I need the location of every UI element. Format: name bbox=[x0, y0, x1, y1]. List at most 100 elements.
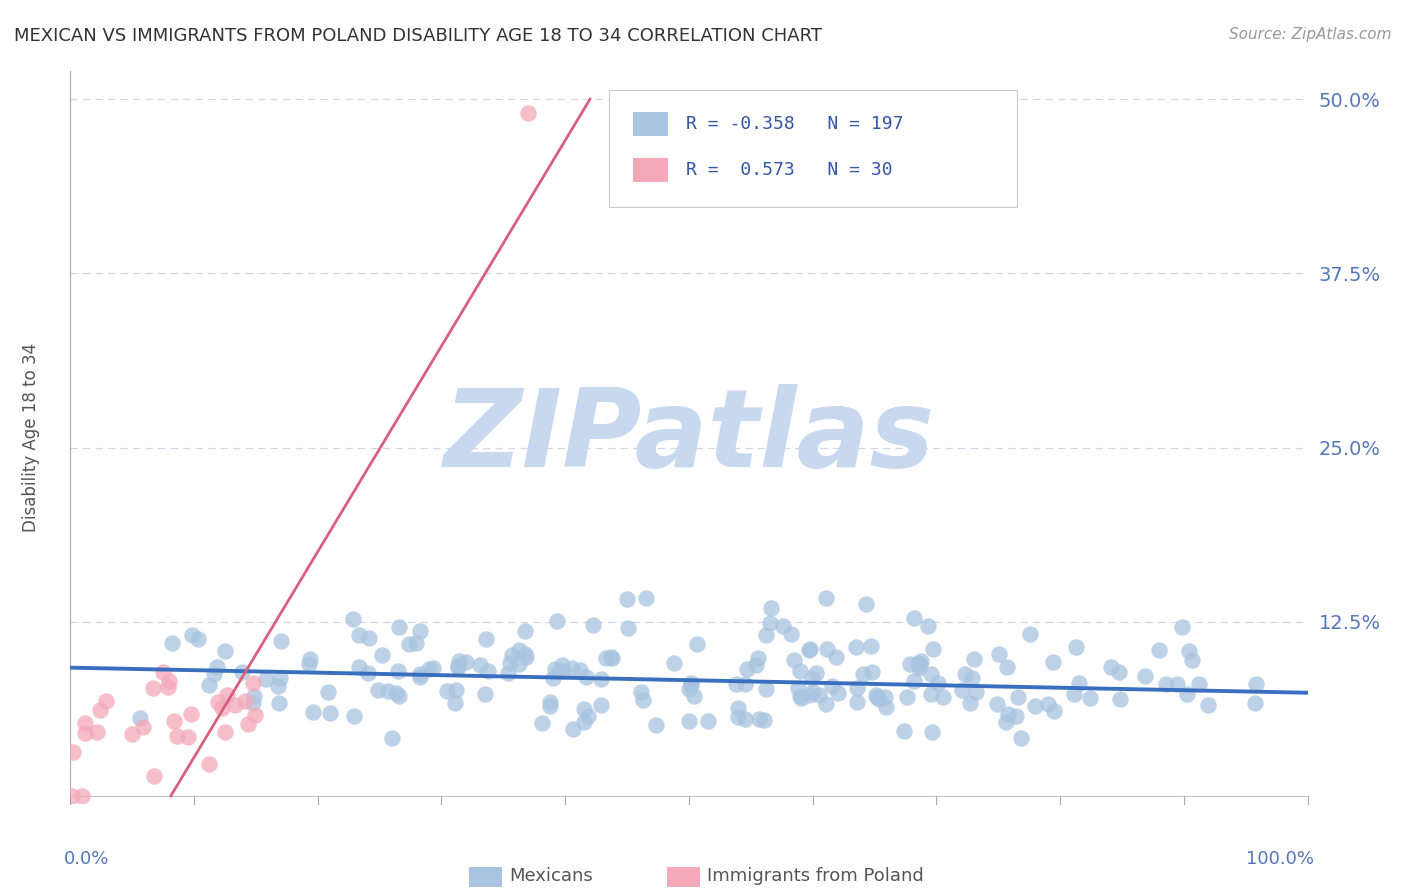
Point bbox=[456, 656, 478, 670]
Point bbox=[1147, 643, 1170, 657]
Point bbox=[845, 681, 868, 695]
Point bbox=[513, 647, 536, 661]
Point bbox=[538, 695, 561, 709]
Point bbox=[575, 670, 598, 684]
Point bbox=[474, 632, 496, 646]
Point bbox=[142, 769, 165, 783]
Point bbox=[446, 659, 468, 673]
Point bbox=[630, 684, 652, 698]
Point bbox=[214, 725, 236, 739]
Point bbox=[917, 619, 939, 633]
Point bbox=[89, 703, 111, 717]
Text: ZIPatlas: ZIPatlas bbox=[443, 384, 935, 490]
Point bbox=[198, 678, 221, 692]
Point bbox=[921, 725, 943, 739]
Point bbox=[211, 701, 233, 715]
Point bbox=[815, 641, 838, 656]
Point bbox=[908, 657, 931, 672]
Point bbox=[131, 720, 153, 734]
Point bbox=[197, 756, 219, 771]
Point bbox=[254, 672, 277, 686]
Point bbox=[780, 627, 803, 641]
Point bbox=[548, 665, 571, 679]
Point bbox=[544, 662, 567, 676]
Point bbox=[531, 716, 554, 731]
Point bbox=[1067, 675, 1090, 690]
Point bbox=[645, 718, 668, 732]
Point bbox=[1175, 687, 1198, 701]
Point bbox=[602, 651, 624, 665]
Point bbox=[1064, 640, 1087, 654]
Point bbox=[508, 643, 530, 657]
Point bbox=[681, 678, 703, 692]
Point bbox=[824, 650, 846, 665]
Point bbox=[1188, 677, 1211, 691]
Point bbox=[997, 707, 1019, 722]
Point bbox=[75, 726, 97, 740]
Point bbox=[561, 661, 583, 675]
Point bbox=[1010, 731, 1032, 745]
Point bbox=[409, 666, 432, 681]
Point bbox=[180, 628, 202, 642]
Text: Immigrants from Poland: Immigrants from Poland bbox=[707, 867, 924, 885]
Point bbox=[233, 694, 256, 708]
Point bbox=[1007, 690, 1029, 704]
Point bbox=[959, 696, 981, 710]
Point bbox=[214, 644, 236, 658]
Point bbox=[243, 708, 266, 723]
Point bbox=[422, 661, 444, 675]
Point bbox=[634, 591, 657, 606]
Point bbox=[517, 106, 540, 120]
Text: 0.0%: 0.0% bbox=[65, 850, 110, 868]
Point bbox=[772, 619, 794, 633]
Point bbox=[960, 671, 983, 685]
Point bbox=[62, 745, 84, 759]
Point bbox=[875, 700, 897, 714]
Point bbox=[868, 692, 890, 706]
Point bbox=[418, 662, 440, 676]
Point bbox=[1018, 627, 1040, 641]
Point bbox=[859, 640, 882, 654]
Text: 100.0%: 100.0% bbox=[1246, 850, 1313, 868]
Point bbox=[60, 789, 83, 803]
Point bbox=[160, 636, 183, 650]
Point bbox=[1108, 665, 1130, 680]
Point bbox=[398, 637, 420, 651]
Point bbox=[270, 633, 292, 648]
Point bbox=[242, 676, 264, 690]
Point bbox=[436, 683, 458, 698]
Point bbox=[166, 729, 188, 743]
Point bbox=[298, 657, 321, 671]
Point bbox=[903, 611, 925, 625]
Point bbox=[202, 666, 225, 681]
Point bbox=[86, 725, 108, 739]
Point bbox=[444, 682, 467, 697]
Text: MEXICAN VS IMMIGRANTS FROM POLAND DISABILITY AGE 18 TO 34 CORRELATION CHART: MEXICAN VS IMMIGRANTS FROM POLAND DISABI… bbox=[14, 27, 823, 45]
Point bbox=[75, 716, 97, 731]
Point bbox=[800, 671, 823, 685]
Point bbox=[538, 699, 561, 714]
Point bbox=[893, 723, 915, 738]
Point bbox=[920, 667, 942, 681]
Point bbox=[267, 696, 290, 710]
Point bbox=[865, 689, 887, 703]
Point bbox=[343, 709, 366, 723]
Point bbox=[683, 690, 706, 704]
Point bbox=[852, 667, 875, 681]
Point bbox=[801, 685, 824, 699]
Point bbox=[550, 658, 572, 673]
Point bbox=[553, 664, 575, 678]
Point bbox=[477, 665, 499, 679]
Point bbox=[745, 658, 768, 673]
Point bbox=[238, 717, 260, 731]
Point bbox=[1171, 620, 1194, 634]
Point bbox=[447, 654, 470, 668]
Point bbox=[845, 640, 868, 654]
Point bbox=[370, 648, 392, 662]
Point bbox=[846, 695, 869, 709]
FancyBboxPatch shape bbox=[633, 112, 668, 136]
Text: Source: ZipAtlas.com: Source: ZipAtlas.com bbox=[1229, 27, 1392, 42]
Point bbox=[157, 680, 180, 694]
Point bbox=[142, 681, 165, 696]
Point bbox=[814, 698, 837, 712]
